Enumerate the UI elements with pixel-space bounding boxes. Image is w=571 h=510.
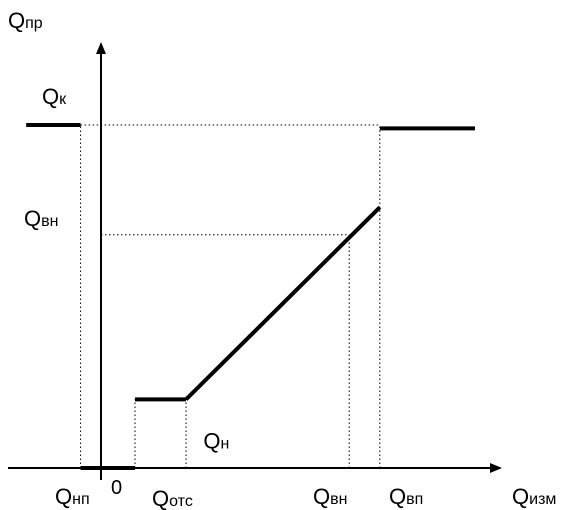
x-mark-label-qnp-main: Q — [55, 484, 72, 509]
y-level-label-qk-main: Q — [42, 84, 59, 109]
y-axis-label-sub: пр — [25, 15, 43, 32]
x-axis-label: Qизм — [512, 484, 556, 509]
y-level-label-qk-sub: к — [59, 91, 67, 108]
x-mark-label-qots: Qотс — [152, 486, 193, 510]
axes — [8, 42, 502, 480]
annotation-qn-sub: н — [221, 436, 230, 453]
series-lines — [26, 123, 475, 470]
x-mark-label-qvp-sub: вп — [406, 491, 423, 508]
x-mark-label-qvn-main: Q — [313, 484, 330, 509]
y-axis-label: Qпр — [8, 8, 43, 33]
x-mark-label-qvp-main: Q — [389, 484, 406, 509]
annotation-qn-main: Q — [203, 429, 220, 454]
annotation-qn: Qн — [203, 429, 229, 454]
y-level-label-qvn-main: Q — [24, 206, 41, 231]
x-mark-label-qnp: Qнп — [55, 484, 90, 509]
origin-label: 0 — [111, 477, 122, 499]
guide-lines — [80, 124, 381, 468]
x-mark-label-qvn: Qвн — [313, 484, 347, 509]
y-level-label-qvn: Qвн — [24, 206, 58, 231]
y-level-label-qk: Qк — [42, 84, 67, 109]
x-mark-label-qots-sub: отс — [169, 493, 193, 510]
x-axis-label-main: Q — [512, 484, 529, 509]
x-mark-label-qots-main: Q — [152, 486, 169, 510]
x-mark-label-qnp-sub: нп — [72, 491, 90, 508]
x-mark-label-qvp: Qвп — [389, 484, 423, 509]
x-mark-label-qvn-sub: вн — [330, 491, 347, 508]
series-linear-range — [184, 205, 382, 401]
y-axis-label-main: Q — [8, 8, 25, 33]
y-level-label-qvn-sub: вн — [41, 213, 58, 230]
x-axis-label-sub: изм — [529, 491, 556, 508]
